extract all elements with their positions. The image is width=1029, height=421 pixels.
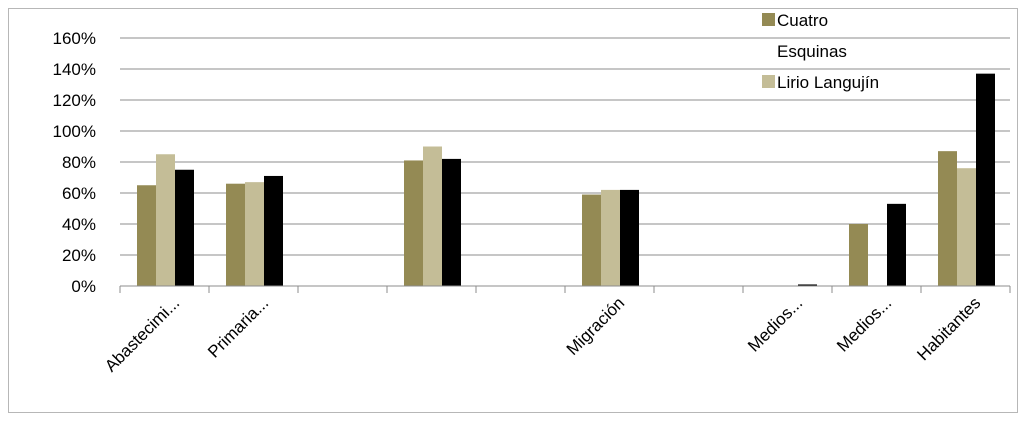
bar: [976, 73, 995, 287]
x-axis: [119, 285, 1011, 293]
bar: [137, 185, 156, 286]
y-tick-label: 120%: [53, 91, 96, 110]
legend-swatch: [762, 13, 775, 26]
x-category-label: Medios...: [744, 293, 806, 355]
bar: [175, 169, 194, 286]
y-tick-label: 20%: [62, 246, 96, 265]
bar: [156, 154, 175, 286]
bar: [849, 224, 868, 286]
bar: [582, 194, 601, 286]
x-axis-category-labels: Abastecimi... Primaria... Migración Medios.…: [101, 293, 984, 375]
y-tick-label: 160%: [53, 29, 96, 48]
legend: Cuatro Esquinas Lirio Langujín: [762, 11, 879, 92]
y-tick-label: 60%: [62, 184, 96, 203]
x-category-label: Abastecimi...: [101, 293, 183, 375]
y-tick-label: 140%: [53, 60, 96, 79]
bars: [137, 73, 995, 287]
x-category-label: Migración: [563, 293, 629, 359]
x-category-label: Habitantes: [913, 293, 984, 364]
x-category-label: Medios...: [833, 293, 895, 355]
bar: [601, 189, 620, 286]
bar: [226, 183, 245, 286]
bar: [404, 160, 423, 286]
y-axis-tick-labels: 0% 20% 40% 60% 80% 100% 120% 140% 160%: [53, 29, 96, 296]
bar: [264, 175, 283, 286]
legend-label: Esquinas: [777, 42, 847, 61]
bar: [957, 168, 976, 286]
y-tick-label: 80%: [62, 153, 96, 172]
bar: [887, 203, 906, 286]
bar: [442, 158, 461, 286]
y-tick-label: 0%: [71, 277, 96, 296]
bar: [938, 151, 957, 286]
x-category-label: Primaria...: [204, 293, 272, 361]
legend-label: Cuatro: [777, 11, 828, 30]
legend-swatch: [762, 75, 775, 88]
y-tick-label: 40%: [62, 215, 96, 234]
bar: [798, 284, 817, 286]
y-tick-label: 100%: [53, 122, 96, 141]
bar: [245, 182, 264, 286]
bar: [620, 189, 639, 286]
bar: [423, 146, 442, 286]
legend-label: Lirio Langujín: [777, 73, 879, 92]
